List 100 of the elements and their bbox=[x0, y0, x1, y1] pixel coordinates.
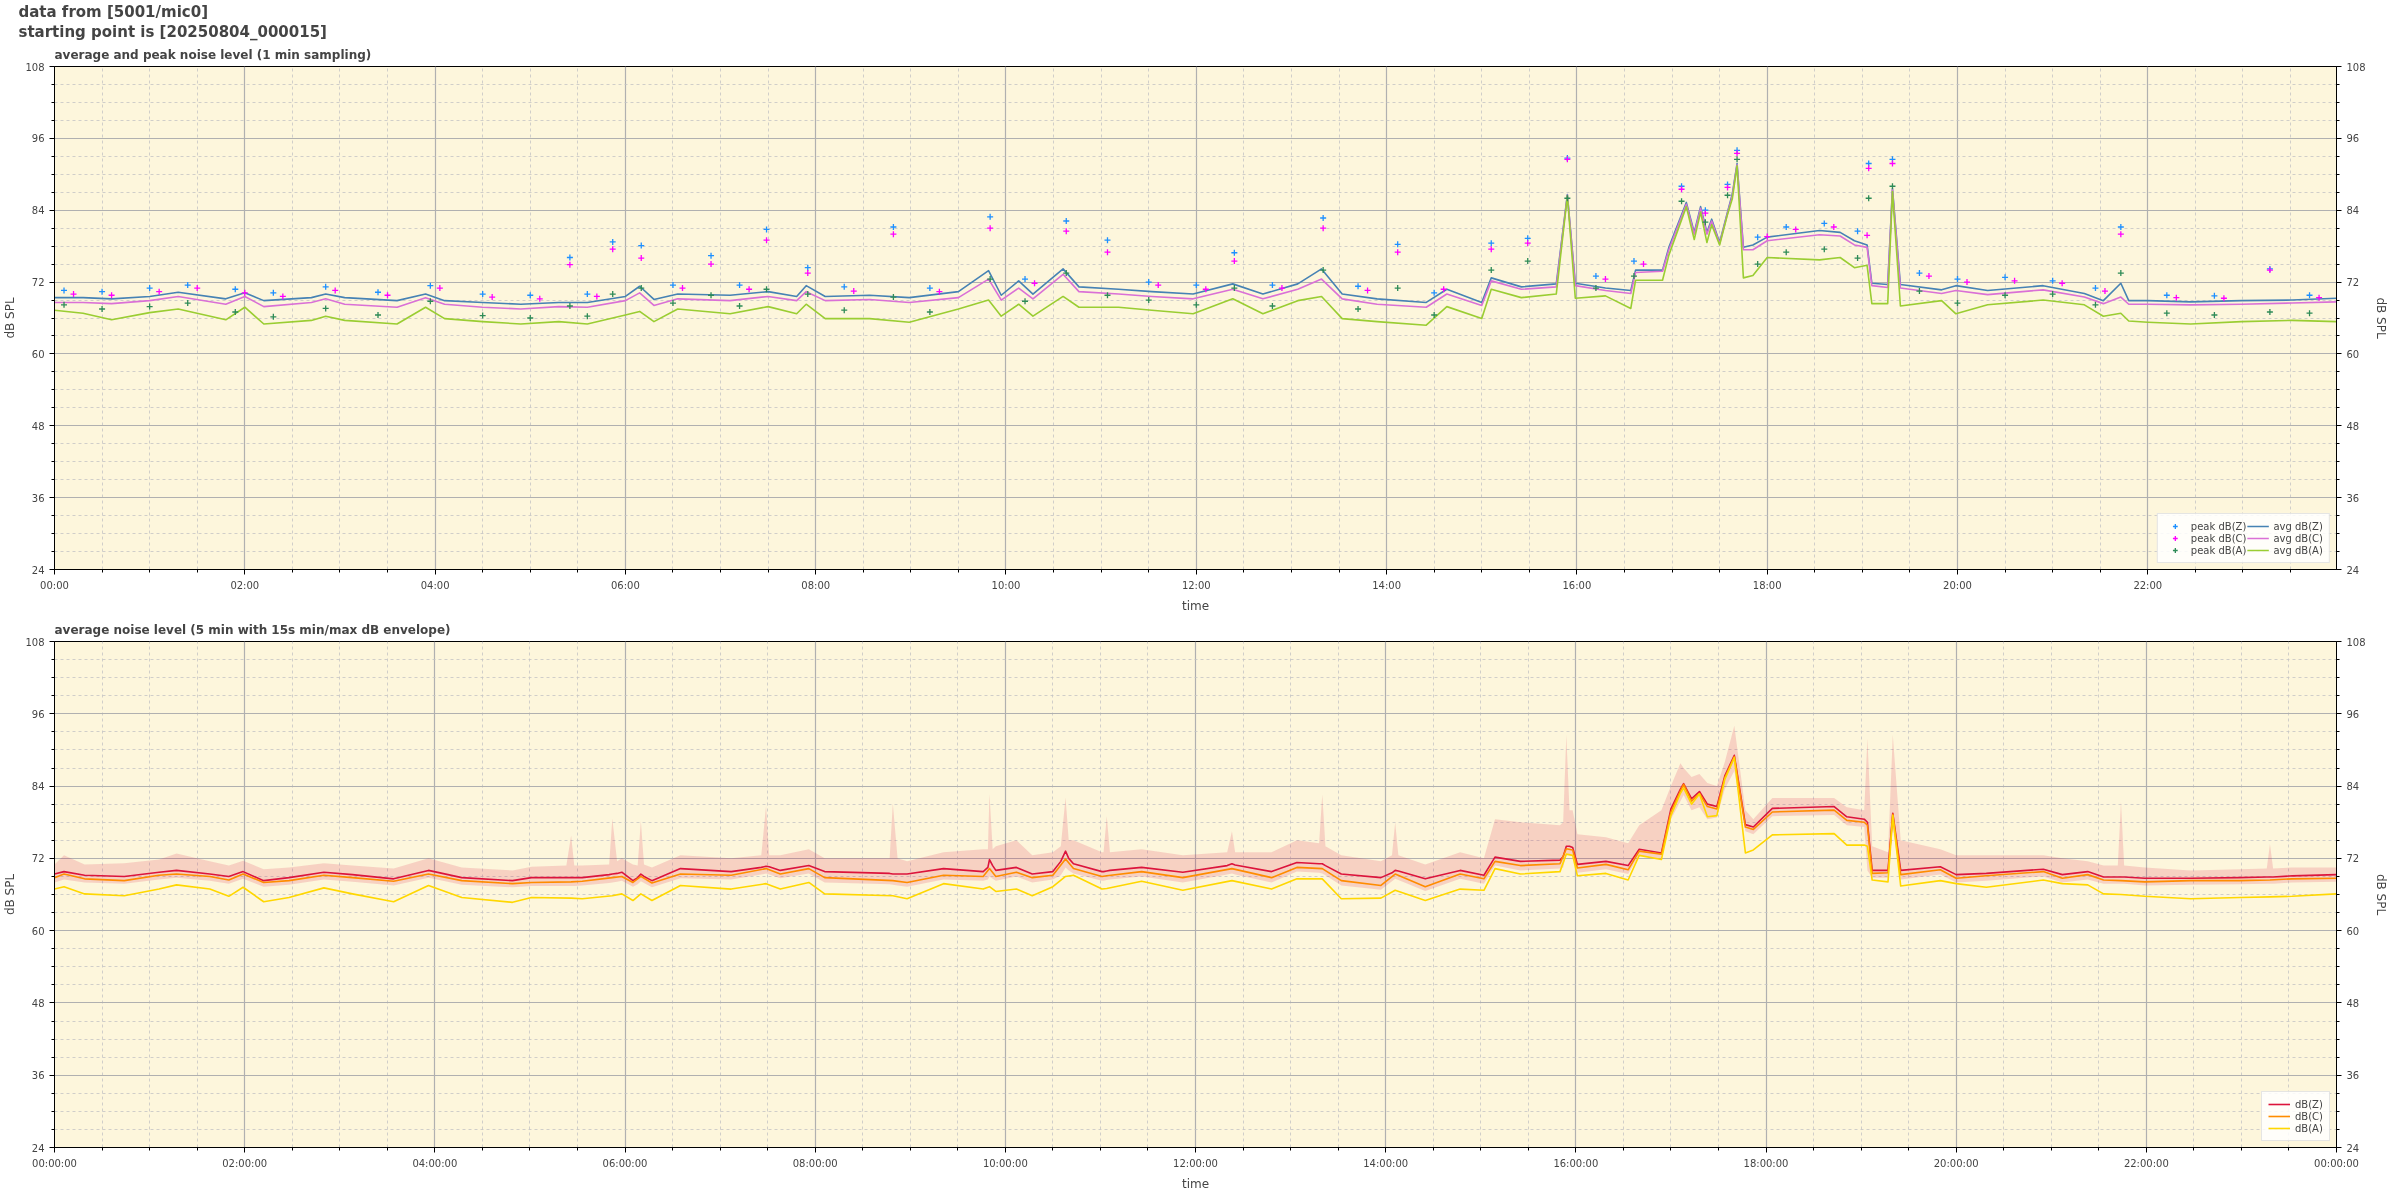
point bbox=[488, 293, 496, 301]
point bbox=[1592, 284, 1600, 292]
y2-tick-label: 96 bbox=[2346, 708, 2360, 720]
point bbox=[2001, 291, 2009, 299]
point bbox=[2048, 277, 2057, 285]
chart-title: average noise level (5 min with 15s min/max dB envelope) bbox=[54, 622, 451, 637]
point bbox=[1639, 260, 1648, 268]
point bbox=[1782, 248, 1790, 256]
x-tick-label: 06:00 bbox=[610, 579, 640, 591]
point bbox=[2220, 294, 2228, 302]
point bbox=[1487, 245, 1495, 253]
x-tick-label: 06:00:00 bbox=[602, 1157, 648, 1169]
point bbox=[1915, 269, 1924, 277]
point bbox=[1062, 269, 1070, 277]
y-tick-label: 72 bbox=[31, 277, 45, 289]
x-tick-label: 04:00:00 bbox=[412, 1157, 458, 1169]
point bbox=[804, 290, 812, 298]
point bbox=[241, 289, 249, 297]
point bbox=[1830, 223, 1838, 231]
legend-label: dB(C) bbox=[2295, 1110, 2323, 1122]
point bbox=[374, 311, 382, 319]
point bbox=[1601, 275, 1610, 283]
point bbox=[184, 299, 192, 307]
point bbox=[2117, 223, 2125, 231]
point bbox=[231, 308, 239, 316]
point bbox=[707, 260, 715, 268]
point bbox=[840, 283, 848, 291]
point bbox=[1853, 254, 1862, 262]
point bbox=[1278, 284, 1286, 292]
point bbox=[1630, 257, 1638, 265]
point bbox=[2210, 311, 2219, 319]
point bbox=[1487, 239, 1495, 247]
x-tick-label: 10:00 bbox=[991, 579, 1021, 591]
x-tick-label: 16:00:00 bbox=[1553, 1157, 1599, 1169]
legend-label: avg dB(Z) bbox=[2273, 520, 2323, 532]
y2-tick-label: 96 bbox=[2346, 133, 2360, 145]
x-tick-label: 14:00 bbox=[1372, 579, 1402, 591]
point bbox=[669, 299, 677, 307]
point bbox=[2010, 277, 2019, 285]
point bbox=[1524, 257, 1532, 265]
y2-tick-label: 48 bbox=[2346, 997, 2360, 1009]
point bbox=[1268, 302, 1277, 310]
point bbox=[60, 286, 68, 295]
x-tick-label: 04:00 bbox=[420, 579, 450, 591]
point bbox=[1592, 272, 1600, 280]
point bbox=[2266, 308, 2274, 316]
y2-axis-title: dB SPL bbox=[2373, 297, 2388, 339]
y-tick-label: 84 bbox=[31, 781, 45, 793]
x-tick-label: 10:00:00 bbox=[982, 1157, 1028, 1169]
point bbox=[1103, 248, 1112, 256]
y2-tick-label: 108 bbox=[2346, 61, 2366, 73]
x-tick-label: 00:00 bbox=[40, 579, 69, 591]
point bbox=[1062, 217, 1070, 225]
point bbox=[637, 284, 645, 292]
point bbox=[735, 302, 744, 310]
point bbox=[60, 301, 68, 309]
y2-tick-label: 72 bbox=[2346, 277, 2360, 289]
y-tick-label: 108 bbox=[25, 636, 45, 648]
point bbox=[1192, 281, 1200, 289]
point bbox=[1394, 284, 1402, 292]
y2-tick-label: 24 bbox=[2346, 564, 2360, 576]
point bbox=[269, 289, 277, 297]
point bbox=[1430, 289, 1438, 297]
point bbox=[184, 281, 192, 289]
point bbox=[69, 290, 78, 298]
y-tick-label: 96 bbox=[31, 708, 45, 720]
x-tick-label: 18:00:00 bbox=[1743, 1157, 1789, 1169]
point bbox=[2001, 273, 2009, 281]
point bbox=[279, 292, 287, 301]
y2-tick-label: 60 bbox=[2346, 925, 2360, 937]
point bbox=[1524, 239, 1532, 247]
point bbox=[2117, 269, 2125, 277]
point bbox=[593, 292, 601, 301]
y-tick-label: 36 bbox=[31, 1070, 45, 1082]
point bbox=[1319, 266, 1327, 274]
point bbox=[889, 293, 898, 301]
point bbox=[707, 252, 715, 260]
point bbox=[669, 281, 677, 289]
x-axis-title: time bbox=[1181, 598, 1210, 613]
point bbox=[1925, 272, 1933, 280]
x-tick-label: 12:00 bbox=[1181, 579, 1211, 591]
point bbox=[1782, 223, 1790, 231]
point bbox=[2315, 293, 2323, 302]
x-tick-label: 20:00:00 bbox=[1933, 1157, 1979, 1169]
point bbox=[1319, 214, 1327, 222]
point bbox=[1430, 311, 1438, 319]
point bbox=[1863, 231, 1871, 240]
y-axis-title: dB SPL bbox=[3, 297, 18, 339]
point bbox=[735, 281, 744, 289]
x-tick-label: 00:00:00 bbox=[2314, 1157, 2359, 1169]
point bbox=[926, 308, 934, 316]
point bbox=[1953, 299, 1962, 307]
point bbox=[322, 283, 330, 291]
point bbox=[745, 285, 753, 293]
point bbox=[986, 224, 994, 232]
legend-label: avg dB(C) bbox=[2273, 532, 2323, 544]
point bbox=[98, 305, 106, 313]
x-tick-label: 12:00:00 bbox=[1173, 1157, 1218, 1169]
point bbox=[1230, 257, 1238, 265]
point bbox=[1354, 282, 1362, 290]
